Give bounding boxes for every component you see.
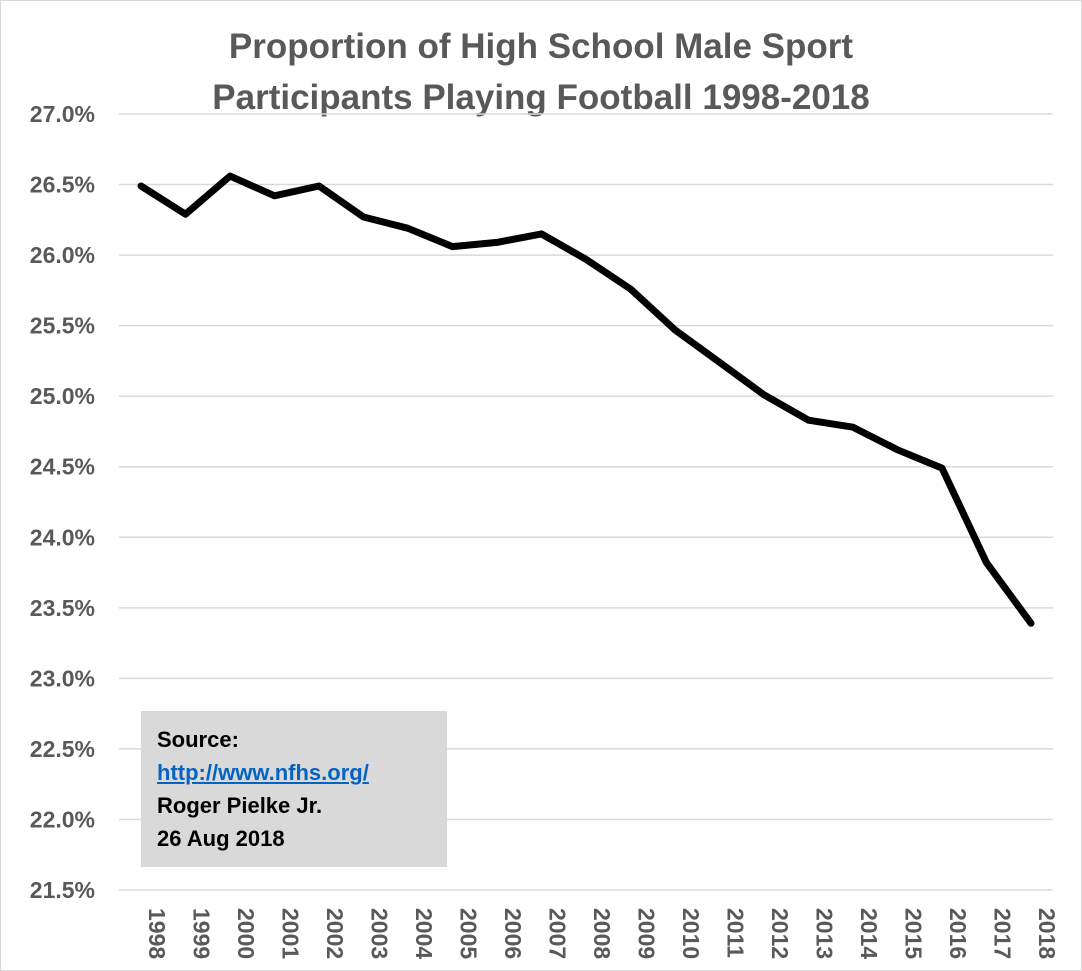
y-axis-ticks: 27.0% 26.5% 26.0% 25.5% 25.0% 24.5% 24.0% 23.5%… xyxy=(30,101,95,903)
x-tick-label: 2012 xyxy=(767,908,793,959)
x-tick-label: 2007 xyxy=(545,908,571,959)
x-tick-label: 2018 xyxy=(1034,908,1060,959)
y-tick-label: 26.5% xyxy=(30,172,95,198)
y-tick-label: 23.5% xyxy=(30,595,95,621)
y-tick-label: 26.0% xyxy=(30,242,95,268)
y-tick-label: 22.0% xyxy=(30,806,95,832)
source-date: 26 Aug 2018 xyxy=(157,826,285,851)
x-tick-label: 2001 xyxy=(278,908,304,959)
source-label: Source: xyxy=(157,727,239,752)
x-tick-label: 2017 xyxy=(990,908,1016,959)
y-tick-label: 23.0% xyxy=(30,665,95,691)
source-annotation: Source: http://www.nfhs.org/ Roger Pielk… xyxy=(141,711,447,867)
x-tick-label: 2003 xyxy=(367,908,393,959)
source-author: Roger Pielke Jr. xyxy=(157,793,323,818)
chart-title-line-1: Proportion of High School Male Sport xyxy=(229,27,853,66)
x-tick-label: 2011 xyxy=(723,908,749,958)
x-tick-label: 2009 xyxy=(634,908,660,959)
x-tick-label: 2006 xyxy=(500,908,526,959)
x-tick-label: 2004 xyxy=(411,908,437,959)
y-tick-label: 21.5% xyxy=(30,877,95,903)
x-tick-label: 1999 xyxy=(189,908,215,959)
y-tick-label: 25.5% xyxy=(30,313,95,339)
y-tick-label: 24.0% xyxy=(30,524,95,550)
gridlines xyxy=(119,113,1053,891)
x-tick-label: 2008 xyxy=(589,908,615,959)
y-tick-label: 27.0% xyxy=(30,101,95,127)
x-tick-label: 2010 xyxy=(678,908,704,959)
x-tick-label: 2014 xyxy=(856,908,882,959)
x-tick-label: 2016 xyxy=(945,908,971,959)
y-tick-label: 22.5% xyxy=(30,736,95,762)
x-tick-label: 2005 xyxy=(456,908,482,959)
x-tick-label: 2013 xyxy=(812,908,838,959)
x-tick-label: 2015 xyxy=(901,908,927,959)
x-axis-ticks: 1998 1999 2000 2001 2002 2003 2004 2005 2006 2007… xyxy=(144,908,1060,959)
x-tick-label: 1998 xyxy=(144,908,170,959)
chart-title-line-2: Participants Playing Football 1998-2018 xyxy=(212,78,869,117)
x-tick-label: 2002 xyxy=(322,908,348,959)
y-tick-label: 25.0% xyxy=(30,383,95,409)
series-group xyxy=(137,172,1035,627)
y-tick-label: 24.5% xyxy=(30,454,95,480)
x-tick-label: 2000 xyxy=(233,908,259,959)
series-line xyxy=(137,172,1035,627)
source-link[interactable]: http://www.nfhs.org/ xyxy=(157,760,369,785)
